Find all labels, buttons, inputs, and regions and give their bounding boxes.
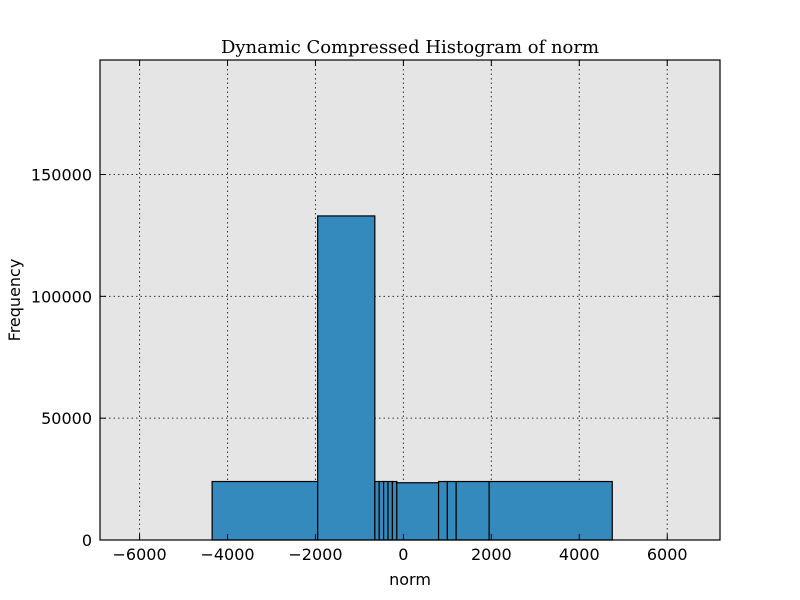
x-tick-label: −2000 [288,545,342,564]
histogram-bar [391,480,398,541]
x-tick-label: 0 [398,545,408,564]
histogram-bar [317,215,376,541]
tick-marks [100,60,720,541]
histogram-bar [378,480,385,541]
bars [211,215,613,541]
y-tick-label: 150000 [31,166,92,185]
y-axis-label: Frequency [5,259,24,342]
histogram-bar [211,480,319,541]
x-tick-label: −4000 [200,545,254,564]
histogram-bar [387,480,394,541]
x-tick-label: −6000 [113,545,167,564]
histogram-bar [488,480,613,541]
y-tick-label: 50000 [41,409,92,428]
plot-frame [99,59,721,541]
x-tick-label: 6000 [647,545,688,564]
x-axis-label: norm [389,570,431,589]
x-tick-label: 4000 [559,545,600,564]
grid-lines [100,60,720,541]
y-tick-label: 0 [82,531,92,550]
x-tick-label: 2000 [471,545,512,564]
histogram-bar [374,480,380,541]
x-tick-labels: −6000 −4000 −2000 0 2000 4000 6000 [113,545,688,564]
y-tick-label: 100000 [31,287,92,306]
histogram-bar [383,480,389,541]
y-tick-labels: 0 50000 100000 150000 [31,166,92,550]
chart-title: Dynamic Compressed Histogram of norm [221,37,599,58]
histogram-bar [396,482,440,541]
plot-area [100,60,720,540]
histogram-bar [455,480,490,541]
histogram-bar [446,480,457,541]
histogram-bar [437,480,448,541]
